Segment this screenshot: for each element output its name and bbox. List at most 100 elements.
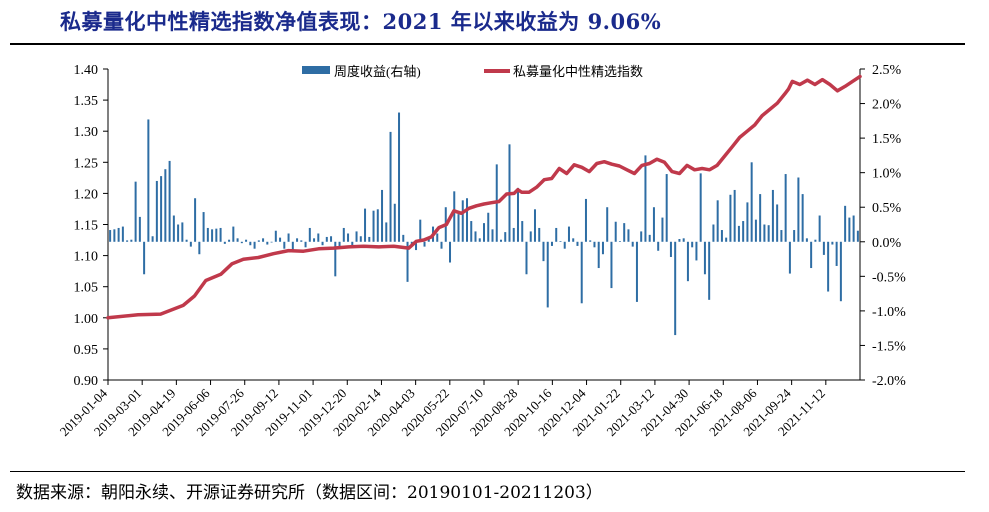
right-tick-label: 2.5%	[872, 63, 902, 78]
bar	[614, 221, 617, 242]
bar	[304, 241, 307, 248]
bar	[601, 241, 604, 255]
bar	[359, 236, 362, 242]
bar	[291, 241, 294, 253]
bar	[478, 238, 481, 242]
bar	[729, 194, 732, 242]
bar	[398, 112, 401, 242]
bar	[839, 241, 842, 302]
bar	[627, 229, 630, 242]
line-series	[106, 74, 862, 320]
bar	[325, 236, 328, 242]
bar	[338, 241, 341, 249]
bar	[219, 227, 222, 242]
bar	[440, 241, 443, 249]
bar	[253, 241, 256, 249]
bar	[334, 241, 337, 277]
bar	[746, 202, 749, 242]
bar	[393, 203, 396, 242]
bar	[177, 224, 180, 242]
bar	[257, 240, 260, 242]
data-source: 数据来源：朝阳永续、开源证券研究所（数据区间：20190101-20211203…	[16, 483, 603, 503]
bar	[733, 189, 736, 242]
bar	[610, 241, 613, 289]
bar	[708, 241, 711, 300]
bar	[631, 241, 634, 247]
bar	[164, 169, 167, 242]
bar	[793, 230, 796, 242]
bar	[121, 226, 124, 242]
bar	[805, 238, 808, 242]
bar	[381, 189, 384, 242]
bar	[644, 155, 647, 242]
bar	[563, 241, 566, 249]
bar	[686, 241, 689, 282]
bar	[232, 226, 235, 242]
bar	[691, 241, 694, 248]
chart-title: 私募量化中性精选指数净值表现：2021 年以来收益为 9.06%	[60, 9, 662, 34]
bar	[113, 229, 116, 242]
bar	[771, 189, 774, 242]
bar	[763, 224, 766, 242]
bar	[716, 200, 719, 242]
bar	[555, 227, 558, 242]
bar	[385, 222, 388, 242]
bar	[198, 241, 201, 255]
bar	[810, 241, 813, 269]
bar	[423, 241, 426, 247]
legend: 周度收益(右轴) 私募量化中性精选指数	[302, 64, 643, 79]
right-tick-label: 2.0%	[872, 98, 902, 113]
right-tick-label: 0.5%	[872, 201, 902, 216]
bar	[181, 222, 184, 242]
bar	[134, 181, 137, 242]
bar	[109, 230, 112, 242]
bar	[308, 227, 311, 242]
bar	[559, 241, 562, 242]
bar	[130, 239, 133, 242]
bar	[725, 237, 728, 242]
bar	[168, 160, 171, 242]
bar	[436, 233, 439, 242]
bar	[126, 240, 129, 242]
bar	[266, 241, 269, 245]
bar	[240, 241, 243, 244]
bar	[296, 238, 299, 242]
bar	[623, 223, 626, 242]
bar	[283, 241, 286, 249]
bar	[665, 174, 668, 242]
bar	[529, 231, 532, 242]
bar	[419, 219, 422, 242]
bar	[542, 241, 545, 262]
bar	[567, 226, 570, 242]
left-tick-label: 1.00	[74, 312, 99, 327]
bar	[589, 240, 592, 242]
bar	[279, 237, 282, 242]
bar	[814, 239, 817, 242]
bar	[797, 177, 800, 242]
bar	[835, 241, 838, 266]
bar	[550, 241, 553, 246]
bar	[533, 209, 536, 242]
bar	[270, 241, 273, 243]
bar	[844, 205, 847, 242]
bar	[780, 230, 783, 242]
bar	[483, 223, 485, 242]
left-tick-label: 0.95	[74, 343, 99, 358]
bar	[453, 191, 456, 242]
bar	[597, 241, 600, 269]
bar	[750, 162, 753, 242]
bar	[143, 241, 146, 275]
bar	[487, 212, 490, 242]
bar	[317, 233, 320, 242]
bar	[474, 231, 477, 242]
bar	[342, 227, 345, 242]
chart-svg: 0.90 0.95 1.00 1.05 1.10 1.15 1.20 1.25 1.30 1.35…	[57, 63, 907, 439]
bar	[223, 241, 226, 244]
bar	[852, 215, 855, 242]
bar	[364, 208, 367, 242]
bar	[538, 227, 541, 242]
bar	[287, 233, 290, 242]
bar	[313, 238, 316, 242]
right-tick-label: -0.5%	[872, 270, 906, 285]
bar	[640, 231, 643, 242]
